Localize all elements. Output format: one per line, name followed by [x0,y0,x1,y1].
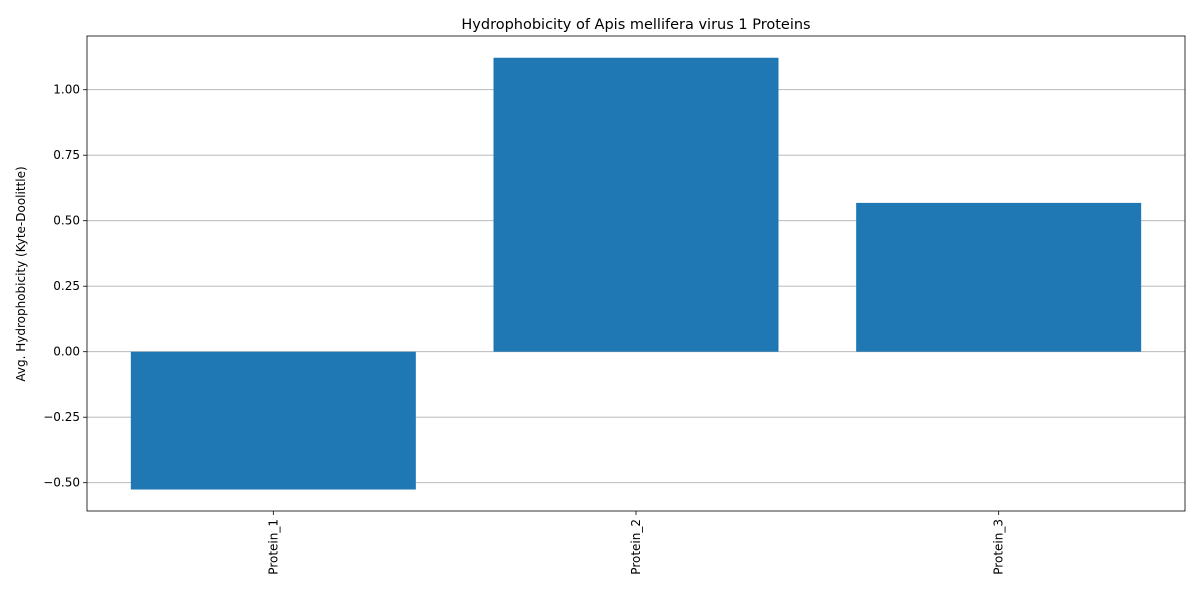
x-tick-label: Protein_2 [629,519,643,575]
y-tick-label: 0.25 [53,279,80,293]
y-tick-label: 0.00 [53,345,80,359]
bars [130,57,1142,490]
y-tick-label: 1.00 [53,83,80,97]
chart-title: Hydrophobicity of Apis mellifera virus 1… [461,17,810,33]
bar-protein-3 [856,202,1142,352]
y-ticks: −0.50 −0.25 0.00 0.25 0.50 0.75 1.00 [43,83,87,490]
y-tick-label: −0.25 [43,410,80,424]
y-axis-label: Avg. Hydrophobicity (Kyte-Doolittle) [14,166,28,381]
y-tick-label: 0.50 [53,214,80,228]
bar-protein-1 [130,351,416,490]
bar-protein-2 [493,57,779,352]
y-tick-label: −0.50 [43,476,80,490]
x-ticks: Protein_1 Protein_2 Protein_3 [266,511,1006,575]
x-tick-label: Protein_1 [266,519,280,575]
x-tick-label: Protein_3 [992,519,1006,575]
y-tick-label: 0.75 [53,148,80,162]
